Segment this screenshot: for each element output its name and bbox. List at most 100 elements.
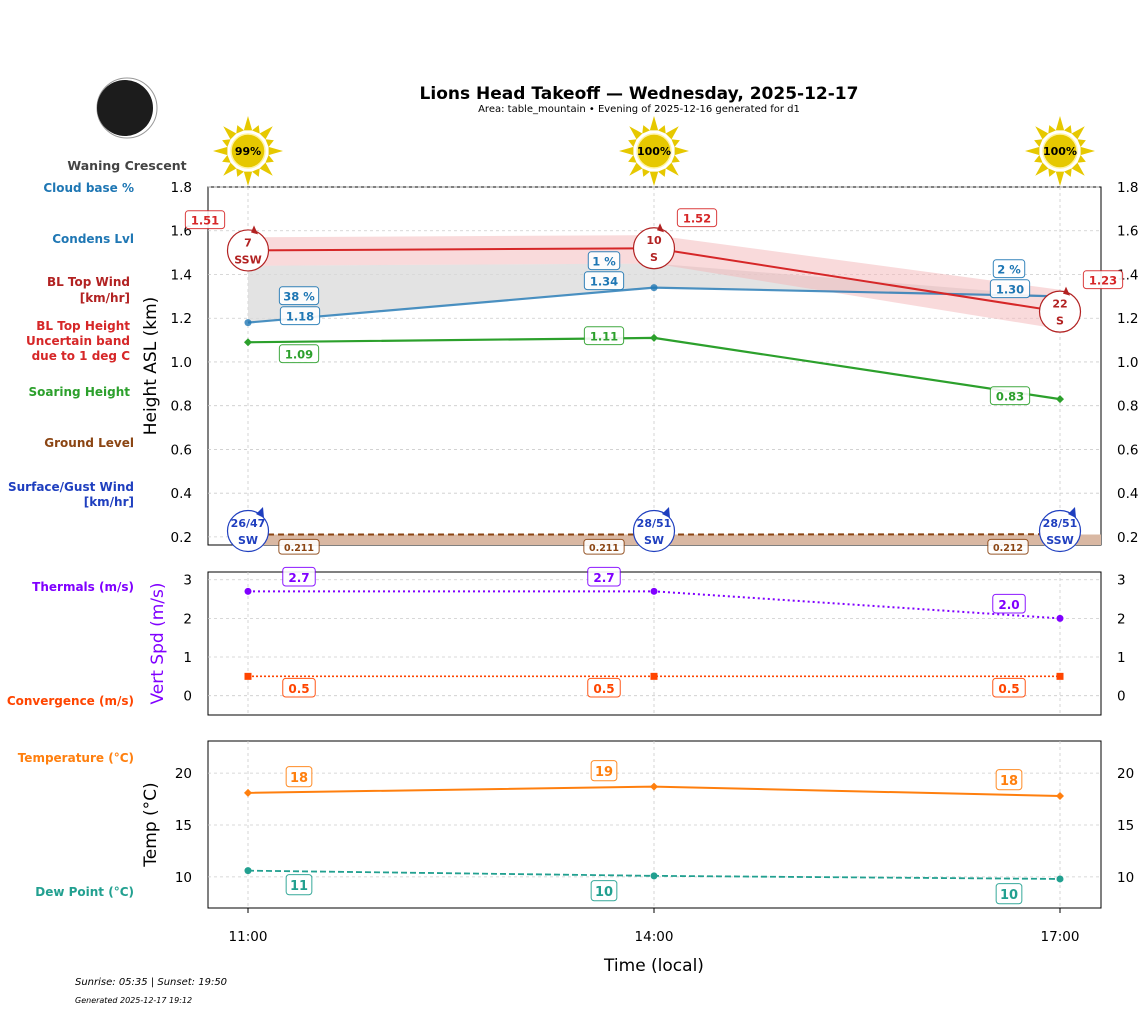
sun-ray-icon: [243, 171, 253, 186]
ground-label: 0.211: [589, 543, 619, 554]
y-tick-label: 3: [183, 573, 192, 589]
sun-ray-icon: [665, 162, 679, 176]
sun-ray-icon: [243, 116, 253, 131]
bl-top-label: 1.23: [1089, 274, 1117, 288]
y-axis-label: Vert Spd (m/s): [148, 582, 168, 704]
surface-wind-dir: SW: [644, 534, 664, 547]
condens-label-box: [989, 279, 1031, 299]
y-tick-label-right: 0.8: [1117, 399, 1138, 415]
soaring-label-box: [278, 344, 320, 364]
y-tick-label-right: 15: [1117, 818, 1134, 834]
y-tick-label-right: 1.8: [1117, 180, 1138, 196]
bl-wind-dir: S: [650, 251, 658, 264]
cloud-pct-label: 38 %: [283, 290, 315, 304]
ground-fill: [248, 534, 1101, 545]
bl-wind-arrow-icon: [1063, 286, 1070, 296]
plot-area-2: [207, 571, 1102, 716]
convergence-label: 0.5: [593, 682, 614, 696]
ground-label-box: [583, 538, 625, 555]
label-ground: Ground Level: [44, 436, 134, 450]
temperature-point: [1056, 791, 1064, 800]
soaring-label-box: [583, 326, 625, 346]
y-axis-label: Temp (°C): [141, 782, 161, 867]
y-tick-label: 10: [175, 870, 192, 886]
surface-wind-barb-icon: [632, 509, 676, 553]
label-soaring: Soaring Height: [29, 385, 131, 399]
sun-ray-icon: [1077, 139, 1086, 147]
y-tick-label: 0.8: [171, 399, 192, 415]
sun-coverage-label: 100%: [1043, 145, 1077, 158]
dewpoint-point: [244, 867, 252, 875]
bl-wind-speed: 7: [244, 236, 252, 249]
dewpoint-point: [1056, 875, 1064, 883]
chart-subtitle: Area: table_mountain • Evening of 2025-1…: [478, 104, 800, 115]
thermals-point: [650, 587, 658, 595]
sun-ray-icon: [259, 162, 273, 176]
y-tick-label: 1.2: [171, 311, 192, 327]
bl-wind-dir: S: [1056, 315, 1064, 328]
surface-wind-speed: 26/47: [231, 517, 266, 530]
sun-ray-icon: [665, 126, 679, 140]
y-tick-label-right: 2: [1117, 611, 1126, 627]
sun-ray-icon: [671, 139, 680, 147]
sun-ray-icon: [222, 155, 231, 163]
sun-ray-icon: [1080, 146, 1095, 156]
bl-wind-dir: SSW: [234, 253, 261, 266]
thermals-point: [1056, 614, 1064, 622]
sun-ray-icon: [629, 126, 643, 140]
bl-wind-arrow-icon: [251, 225, 258, 235]
label-bl-height-3: due to 1 deg C: [32, 349, 131, 363]
sun-ray-icon: [658, 125, 666, 134]
thermals-label-box: [587, 566, 621, 587]
surface-wind-speed: 28/51: [637, 517, 672, 530]
soaring-label: 1.09: [285, 348, 313, 362]
y-tick-label-right: 1.2: [1117, 311, 1138, 327]
bl-wind-speed: 22: [1052, 298, 1067, 311]
sun-ray-icon: [1064, 125, 1072, 134]
thermals-label: 2.7: [593, 571, 614, 585]
sun-disc-icon: [636, 133, 672, 169]
soaring-label-box: [989, 386, 1031, 406]
label-surface-1: Surface/Gust Wind: [8, 480, 134, 494]
y-tick-label-right: 0: [1117, 689, 1126, 705]
label-bl-wind-1: BL Top Wind: [47, 275, 130, 289]
cloud-pct-label: 1 %: [592, 255, 616, 269]
y-tick-label: 0.6: [171, 442, 192, 458]
soaring-point: [244, 338, 252, 347]
soaring-label: 1.11: [590, 330, 618, 344]
thermals-point: [244, 587, 252, 595]
cloud-pct-label-box: [278, 286, 320, 306]
convergence-point: [650, 672, 658, 680]
sun-ray-icon: [223, 162, 237, 176]
y-tick-label: 0: [183, 689, 192, 705]
cloud-pct-label: 2 %: [997, 263, 1021, 277]
sun-ray-icon: [1034, 155, 1043, 163]
y-tick-label: 1.8: [171, 180, 192, 196]
x-tick-label: 11:00: [229, 929, 268, 945]
bl-top-label: 1.52: [683, 212, 711, 226]
sun-ray-icon: [671, 155, 680, 163]
label-bl-wind-2: [km/hr]: [80, 291, 130, 305]
sun-ray-icon: [674, 146, 689, 156]
y-tick-label: 0.4: [171, 486, 192, 502]
cloud-fill: [248, 263, 1060, 323]
temperature-label: 19: [595, 765, 613, 780]
temperature-label-box: [285, 766, 313, 788]
surface-wind-arrow-icon: [256, 507, 264, 518]
sun-times: Sunrise: 05:35 | Sunset: 19:50: [75, 977, 227, 988]
label-dewpoint: Dew Point (°C): [35, 885, 134, 899]
y-tick-label: 15: [175, 818, 192, 834]
sun-ray-icon: [629, 162, 643, 176]
surface-wind-barb-icon: [1038, 509, 1082, 553]
bl-top-label-box: [1082, 270, 1124, 290]
sun-ray-icon: [628, 139, 637, 147]
surface-wind-barb-icon: [226, 509, 270, 553]
bl-wind-barb-icon: [632, 227, 676, 270]
sun-ray-icon: [642, 168, 650, 177]
condens-label: 1.18: [286, 310, 314, 324]
y-tick-label: 20: [175, 766, 192, 782]
x-tick-label: 14:00: [635, 929, 674, 945]
label-temperature: Temperature (°C): [18, 751, 134, 765]
sun-ray-icon: [1071, 162, 1085, 176]
